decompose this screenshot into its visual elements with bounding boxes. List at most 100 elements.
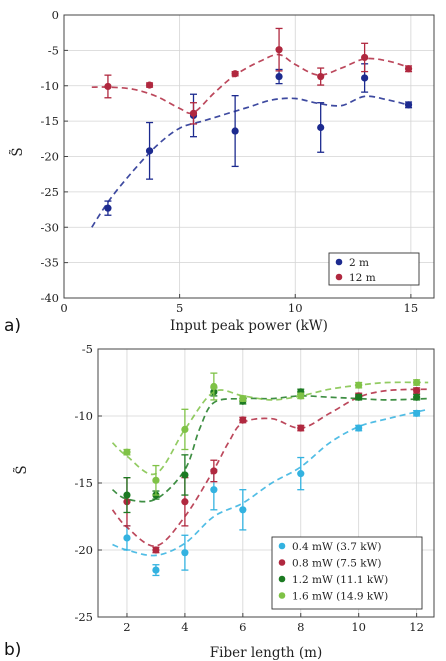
y-tick-label: -20 (74, 543, 93, 557)
legend-box (328, 252, 420, 286)
legend-marker (335, 273, 343, 281)
data-point (355, 424, 363, 432)
legend-marker (335, 258, 343, 266)
data-point (210, 382, 218, 391)
data-point (210, 486, 218, 494)
data-point (123, 491, 131, 499)
data-point (317, 72, 325, 81)
data-point (404, 65, 413, 73)
y-tick-label: -20 (40, 150, 59, 164)
x-tick-label: 8 (297, 620, 304, 634)
data-point (317, 123, 325, 132)
fit-curve (112, 408, 429, 557)
fit-curve (111, 395, 429, 503)
legend-label: 0.8 mW (7.5 kW) (292, 557, 382, 569)
x-tick-label: 0 (60, 301, 67, 315)
data-point (361, 74, 369, 82)
y-tick-label: -25 (74, 610, 93, 624)
data-point (231, 70, 239, 78)
data-point (104, 204, 112, 212)
data-point (123, 448, 131, 456)
legend-label: 0.4 mW (3.7 kW) (292, 541, 382, 553)
series-1-2-mw-11-1-kw (111, 387, 429, 514)
fit-curve (91, 95, 412, 228)
series-12-m (91, 27, 413, 125)
y-tick-label: -15 (74, 476, 93, 490)
data-point (275, 72, 283, 81)
legend-label: 2 m (349, 257, 369, 269)
y-tick-label: -15 (40, 114, 59, 128)
data-point (297, 424, 305, 432)
data-point (413, 409, 421, 417)
data-point (239, 506, 247, 514)
panel-label: a) (4, 316, 21, 336)
y-axis-label: S̃ (10, 147, 26, 156)
y-tick-label: -5 (82, 342, 93, 356)
data-point (355, 381, 363, 389)
legend: 2 m 12 m (328, 252, 420, 286)
data-point (297, 392, 305, 400)
legend-box (271, 536, 423, 610)
legend-marker (278, 542, 286, 550)
x-tick-label: 2 (123, 620, 130, 634)
data-point (413, 393, 421, 401)
data-point (123, 534, 131, 542)
x-axis-label: Fiber length (m) (210, 645, 322, 661)
data-point (181, 549, 189, 557)
y-tick-label: -25 (40, 185, 59, 199)
data-point (104, 82, 112, 91)
x-tick-label: 4 (181, 620, 188, 634)
y-tick-label: -5 (48, 43, 59, 57)
chart-a: 0 5 10 15 0 -5 -10 -15 -20 -25 -30 -35 -40 Input peak… (4, 8, 435, 336)
y-tick-label: -35 (40, 256, 59, 270)
series-0-4-mw-3-7-kw (112, 408, 429, 577)
x-axis-label: Input peak power (kW) (170, 318, 328, 334)
data-point (181, 471, 189, 479)
data-point (239, 416, 247, 424)
x-tick-label: 12 (409, 620, 424, 634)
x-tick-label: 5 (176, 301, 183, 315)
legend: 0.4 mW (3.7 kW) 0.8 mW (7.5 kW) 1.2 mW (11… (271, 536, 423, 610)
legend-marker (278, 592, 286, 599)
y-tick-label: -10 (74, 409, 93, 423)
data-point (355, 393, 363, 401)
y-axis-label: S̃ (14, 465, 30, 474)
y-tick-label: -10 (40, 79, 59, 93)
panel-label: b) (4, 640, 21, 660)
data-point (189, 109, 198, 117)
data-point (152, 546, 160, 554)
legend-label: 12 m (349, 272, 376, 284)
data-point (181, 425, 189, 433)
fit-curve (111, 388, 429, 547)
series-2-m (91, 63, 413, 228)
y-tick-label: 0 (52, 8, 59, 22)
series-1-6-mw-14-9-kw (111, 372, 429, 496)
data-point (404, 101, 413, 109)
x-tick-label: 10 (288, 301, 303, 315)
data-point (413, 378, 421, 387)
data-point (231, 127, 239, 135)
chart-b: 2 4 6 8 10 12 -5 -10 -15 -20 -25 Fiber length (m) S̃… (4, 342, 435, 661)
x-tick-label: 10 (351, 620, 366, 634)
data-point (297, 470, 305, 478)
legend-marker (278, 559, 286, 566)
data-point (152, 566, 160, 574)
legend-marker (278, 575, 286, 583)
x-tick-label: 15 (404, 301, 419, 315)
legend-label: 1.2 mW (11.1 kW) (292, 574, 388, 586)
fit-curve (111, 381, 429, 476)
data-point (145, 81, 154, 89)
y-tick-label: -40 (40, 291, 59, 305)
data-point (275, 46, 283, 54)
data-point (181, 498, 189, 506)
data-point (152, 476, 160, 484)
data-point (145, 147, 154, 155)
y-tick-label: -30 (40, 220, 59, 234)
x-tick-label: 6 (239, 620, 246, 634)
legend-label: 1.6 mW (14.9 kW) (292, 590, 388, 602)
fit-curve (91, 53, 412, 115)
data-point (361, 53, 369, 62)
data-point (413, 386, 421, 395)
data-point (210, 467, 218, 475)
